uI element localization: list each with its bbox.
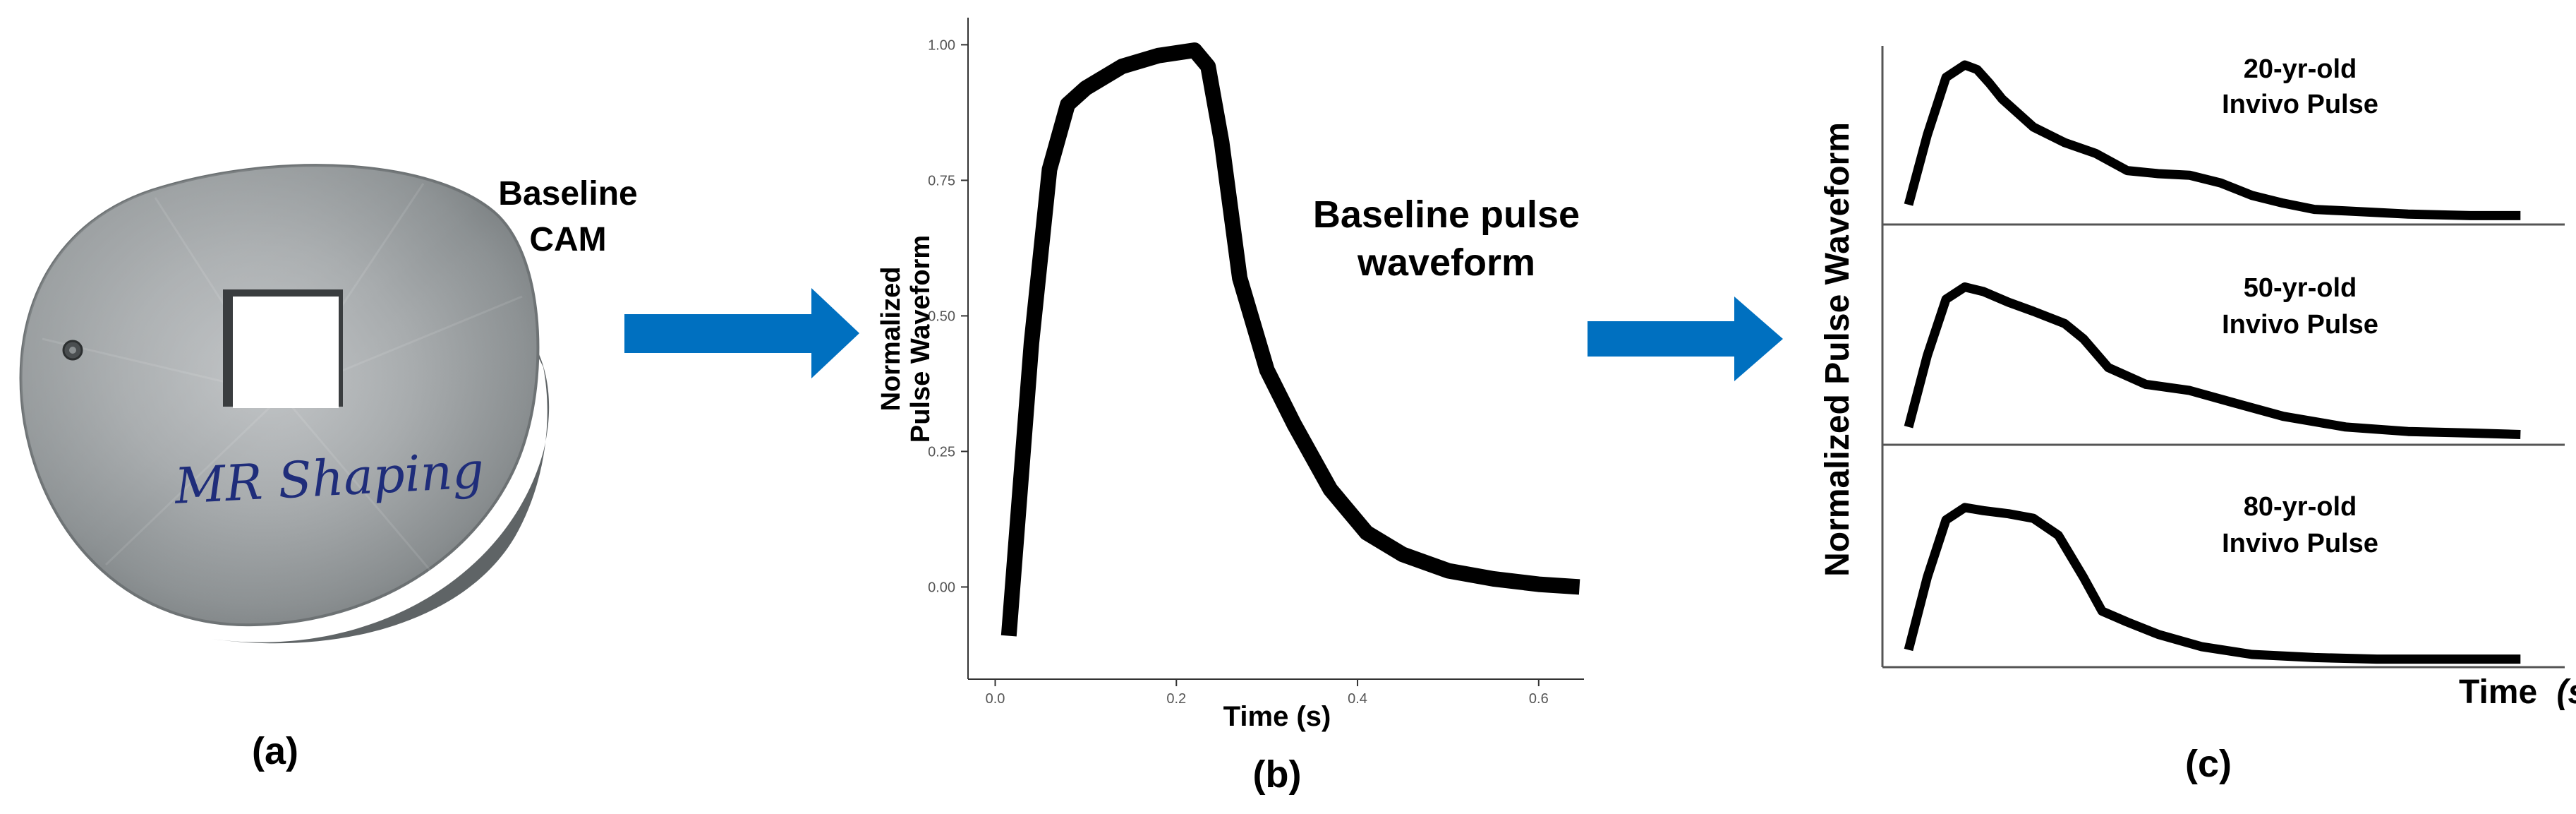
chart-b-xtick-label: 0.2: [1166, 691, 1186, 707]
chart-b-xtick-label: 0.6: [1529, 691, 1549, 707]
chart-b-ytick-label: 1.00: [928, 37, 955, 53]
label-20-line2: Invivo Pulse: [2222, 90, 2378, 119]
curve-50-yr-old: [1904, 282, 2521, 439]
baseline-curve: [1000, 42, 1580, 637]
label-20-line1: 20-yr-old: [2244, 54, 2357, 84]
baseline-chart: 0.00 0.25 0.50 0.75 1.00 0.0 0.2 0.4 0.6 Baselin…: [876, 18, 1584, 732]
label-50-line1: 50-yr-old: [2244, 273, 2357, 303]
chart-c-ylabel: Normalized Pulse Waveform: [1819, 122, 1856, 577]
label-80-line2: Invivo Pulse: [2222, 529, 2378, 558]
chart-b-xlabel: Time (s): [1223, 701, 1331, 732]
label-50-line2: Invivo Pulse: [2222, 310, 2378, 340]
cam-photo: MR Shaping: [19, 164, 550, 644]
chart-c-xlabel-main: Time: [2459, 674, 2537, 711]
caption-a: (a): [252, 730, 298, 772]
label-80-line1: 80-yr-old: [2244, 492, 2357, 522]
cam-label-line2: CAM: [529, 221, 606, 258]
chart-b-ylabel-line1: Normalized: [876, 267, 906, 412]
caption-b: (b): [1253, 753, 1302, 796]
chart-b-xtick-label: 0.0: [986, 691, 1005, 707]
chart-b-ytick-label: 0.50: [928, 309, 955, 324]
chart-b-ytick-label: 0.75: [928, 173, 955, 188]
curve-20-yr-old: [1904, 60, 2521, 220]
chart-c-xlabel: Time (s): [2459, 674, 2576, 711]
chart-b-xtick-label: 0.4: [1348, 691, 1367, 707]
arrow-right-2: [1588, 297, 1783, 381]
caption-c: (c): [2185, 743, 2232, 785]
chart-c-xlabel-unit: (s): [2557, 674, 2576, 711]
chart-b-ytick-label: 0.25: [928, 444, 955, 460]
chart-b-title-line2: waveform: [1357, 241, 1535, 284]
chart-b-title-line1: Baseline pulse: [1313, 193, 1580, 236]
chart-b-ytick-label: 0.00: [928, 580, 955, 595]
invivo-charts: 20-yr-old Invivo Pulse 50-yr-old Invivo …: [1819, 46, 2576, 711]
arrow-right-1: [624, 288, 859, 378]
cam-label-line1: Baseline: [498, 175, 637, 213]
chart-b-ylabel-line2: Pulse Waveform: [906, 235, 936, 443]
square-hole: [233, 297, 339, 408]
curve-80-yr-old: [1904, 503, 2521, 664]
